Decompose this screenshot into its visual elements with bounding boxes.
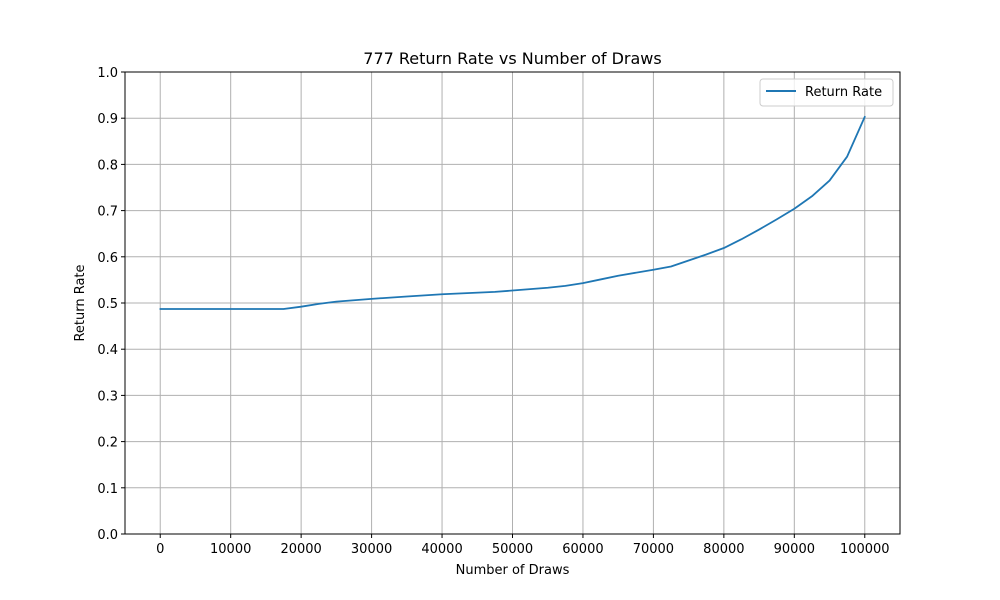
y-tick-label: 0.8 [97, 158, 118, 173]
legend: Return Rate [759, 78, 894, 107]
x-tick-label: 80000 [703, 542, 744, 557]
x-tick-label: 40000 [421, 542, 462, 557]
y-axis-label: Return Rate [73, 264, 88, 341]
x-tick-label: 30000 [351, 542, 392, 557]
y-tick-label: 0.7 [97, 205, 118, 220]
axis-ticks: 0 10000 20000 30000 40000 50000 60000 70000 8000… [97, 66, 889, 557]
y-tick-label: 0.2 [97, 436, 118, 451]
x-tick-label: 100000 [840, 542, 890, 557]
y-tick-label: 1.0 [97, 66, 118, 81]
legend-box [759, 78, 894, 107]
x-tick-label: 90000 [774, 542, 815, 557]
legend-label-return-rate: Return Rate [805, 85, 882, 100]
x-axis-label: Number of Draws [456, 563, 570, 578]
chart-title: 777 Return Rate vs Number of Draws [363, 49, 661, 68]
x-tick-label: 20000 [280, 542, 321, 557]
plot-frame [124, 71, 901, 535]
x-tick-label: 50000 [492, 542, 533, 557]
x-tick-label: 70000 [633, 542, 674, 557]
y-tick-label: 0.5 [97, 297, 118, 312]
y-tick-label: 0.3 [97, 389, 118, 404]
y-tick-label: 0.0 [97, 528, 118, 543]
x-tick-label: 10000 [210, 542, 251, 557]
y-tick-label: 0.4 [97, 343, 118, 358]
x-tick-label: 60000 [562, 542, 603, 557]
series-layer [159, 115, 866, 310]
y-tick-label: 0.1 [97, 482, 118, 497]
y-tick-label: 0.9 [97, 112, 118, 127]
series-line-return-rate [159, 115, 866, 310]
x-tick-label: 0 [156, 542, 164, 557]
y-tick-label: 0.6 [97, 251, 118, 266]
